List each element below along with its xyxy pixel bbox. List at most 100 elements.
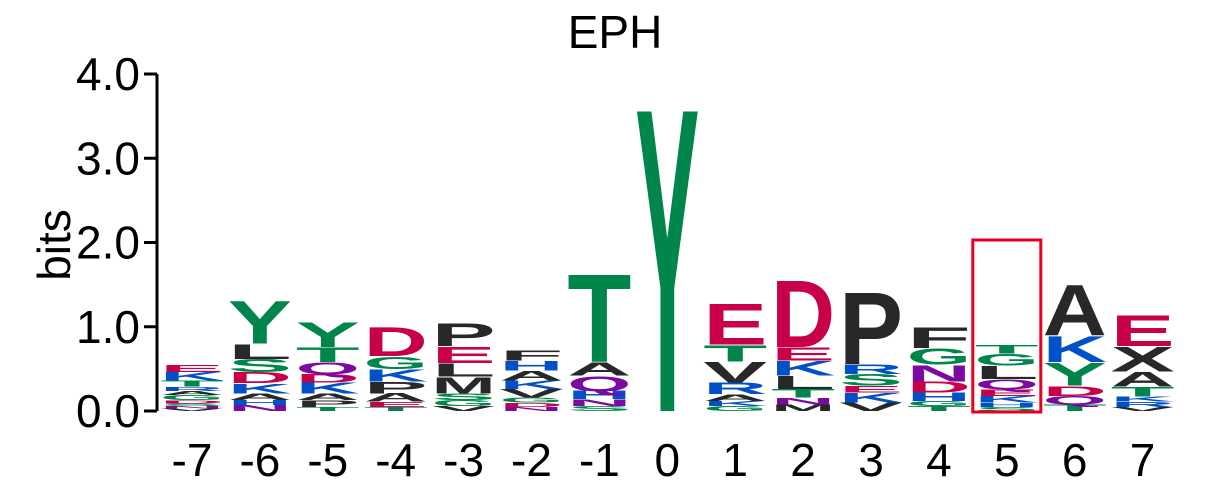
logo-letter: G — [500, 396, 564, 404]
logo-letter: A — [160, 390, 224, 397]
logo-letter: K — [500, 379, 564, 392]
logo-letter: D — [296, 372, 360, 385]
logo-letter: N — [228, 404, 292, 413]
logo-letter: D — [500, 402, 564, 409]
logo-letter: R — [160, 386, 224, 393]
logo-letter: N — [500, 406, 564, 413]
logo-letter: S — [228, 355, 292, 376]
logo-letter: R — [1111, 401, 1175, 409]
logo-letter: N — [907, 360, 971, 386]
logo-letter: G — [907, 343, 971, 369]
logo-letter: K — [1111, 395, 1175, 403]
logo-letter: T — [907, 405, 971, 413]
logo-letter: V — [1111, 406, 1175, 412]
logo-letter: K — [228, 381, 292, 396]
logo-letter: Q — [975, 376, 1039, 392]
logo-letter: Y — [296, 316, 360, 355]
logo-letter: T — [296, 343, 360, 366]
logo-letter: S — [160, 403, 224, 407]
x-tick-label: 7 — [1130, 434, 1156, 486]
logo-letter: A — [1111, 368, 1175, 392]
logo-letter: S — [975, 406, 1039, 413]
logo-letter: K — [975, 394, 1039, 404]
logo-letter: G — [703, 405, 767, 413]
logo-letter: K — [1043, 329, 1107, 371]
logo-letter: Q — [567, 372, 631, 396]
logo-letter: R — [839, 362, 903, 377]
logo-letter: K — [160, 370, 224, 383]
y-tick-label: 0.0 — [76, 385, 140, 437]
logo-letter: P — [364, 379, 428, 397]
logo-letter: H — [907, 391, 971, 404]
logo-letter: K — [296, 380, 360, 397]
logo-letter: E — [160, 363, 224, 375]
logo-letter: A — [703, 393, 767, 403]
logo-letter: M — [771, 402, 835, 413]
x-tick-label: 4 — [926, 434, 952, 486]
logo-letter: S — [839, 371, 903, 389]
logo-letter: G — [160, 394, 224, 402]
logo-letter: R — [703, 379, 767, 398]
logo-letter: E — [364, 400, 428, 408]
x-tick-label: 6 — [1062, 434, 1088, 486]
logo-letter: E — [839, 384, 903, 394]
logo-letter: T — [1043, 403, 1107, 413]
logo-letter: Q — [296, 359, 360, 378]
logo-letter: E — [771, 343, 835, 364]
logo-letter: A — [364, 391, 428, 404]
logo-letter: T — [1111, 384, 1175, 400]
logo-letter: T — [160, 379, 224, 388]
logo-letter: G — [975, 351, 1039, 370]
logo-letter: T — [296, 406, 360, 413]
logo-letter: A — [1043, 271, 1107, 352]
logo-letter: T — [703, 340, 767, 366]
logo-letter: G — [432, 399, 496, 408]
logo-letter: E — [1111, 306, 1175, 356]
x-tick-label: 2 — [790, 434, 816, 486]
logo-letter: H — [228, 399, 292, 407]
y-axis-ticks: 0.0 1.0 2.0 3.0 4.0 — [76, 48, 157, 437]
x-tick-label: -5 — [307, 434, 348, 486]
logo-letter: A — [567, 359, 631, 380]
y-axis-label: bits — [28, 209, 80, 281]
logo-letter: L — [432, 360, 496, 381]
logo-letter: K — [703, 400, 767, 408]
logo-letter: N — [160, 405, 224, 409]
logo-letter: S — [432, 392, 496, 402]
logo-letter: M — [432, 373, 496, 399]
x-tick-label: -4 — [375, 434, 416, 486]
y-tick-label: 2.0 — [76, 217, 140, 269]
logo-letter: E — [975, 387, 1039, 397]
logo-letter: A — [500, 368, 564, 383]
logo-letter: T — [975, 343, 1039, 356]
logo-letter: Y — [1043, 356, 1107, 393]
logo-letter: D — [364, 318, 428, 365]
logo-letter: G — [907, 400, 971, 408]
logo-letter: F — [907, 322, 971, 355]
y-tick-label: 1.0 — [76, 301, 140, 353]
logo-letter: P — [432, 317, 496, 354]
logo-letter: X — [1111, 340, 1175, 379]
logo-letter: K — [771, 357, 835, 381]
logo-letter: E — [703, 291, 767, 357]
logo-letter: K — [839, 390, 903, 405]
logo-letter: Y — [228, 289, 292, 357]
x-tick-label: -3 — [443, 434, 484, 486]
logo-letter: L — [228, 340, 292, 363]
logo-letter: D — [771, 260, 835, 368]
logo-letter: S — [567, 405, 631, 413]
highlight-box — [971, 238, 1043, 414]
x-tick-label: -2 — [511, 434, 552, 486]
logo-letter: P — [839, 272, 903, 387]
